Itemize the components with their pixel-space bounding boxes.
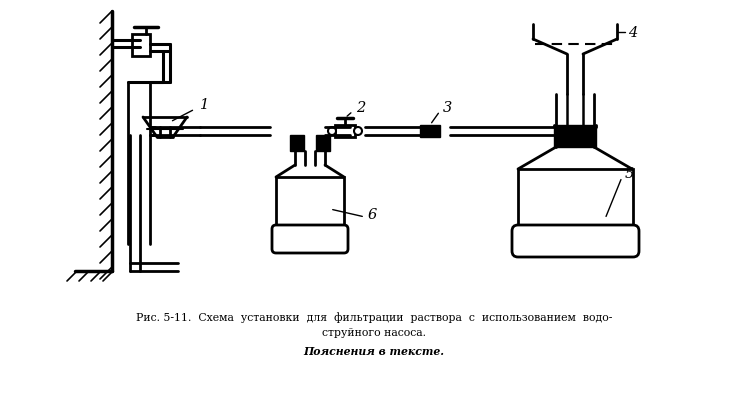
- Bar: [518, 170, 633, 241]
- Bar: [335, 126, 355, 138]
- Text: 5: 5: [625, 166, 634, 180]
- Bar: [132, 35, 150, 57]
- Bar: [276, 178, 344, 241]
- Text: 4: 4: [628, 26, 637, 40]
- FancyBboxPatch shape: [512, 225, 639, 257]
- Bar: [316, 136, 330, 152]
- Bar: [554, 126, 596, 148]
- FancyBboxPatch shape: [272, 225, 348, 253]
- Text: струйного насоса.: струйного насоса.: [322, 327, 426, 337]
- Text: Пояснения в тексте.: Пояснения в тексте.: [303, 346, 444, 356]
- Text: Рис. 5-11.  Схема  установки  для  фильтрации  раствора  с  использованием  водо: Рис. 5-11. Схема установки для фильтраци…: [136, 312, 613, 322]
- Circle shape: [354, 128, 362, 136]
- Bar: [420, 126, 440, 138]
- Bar: [290, 136, 304, 152]
- Circle shape: [328, 128, 336, 136]
- Text: 6: 6: [368, 207, 377, 221]
- Text: 1: 1: [200, 98, 209, 112]
- Text: 2: 2: [356, 101, 365, 115]
- Text: 3: 3: [443, 101, 452, 115]
